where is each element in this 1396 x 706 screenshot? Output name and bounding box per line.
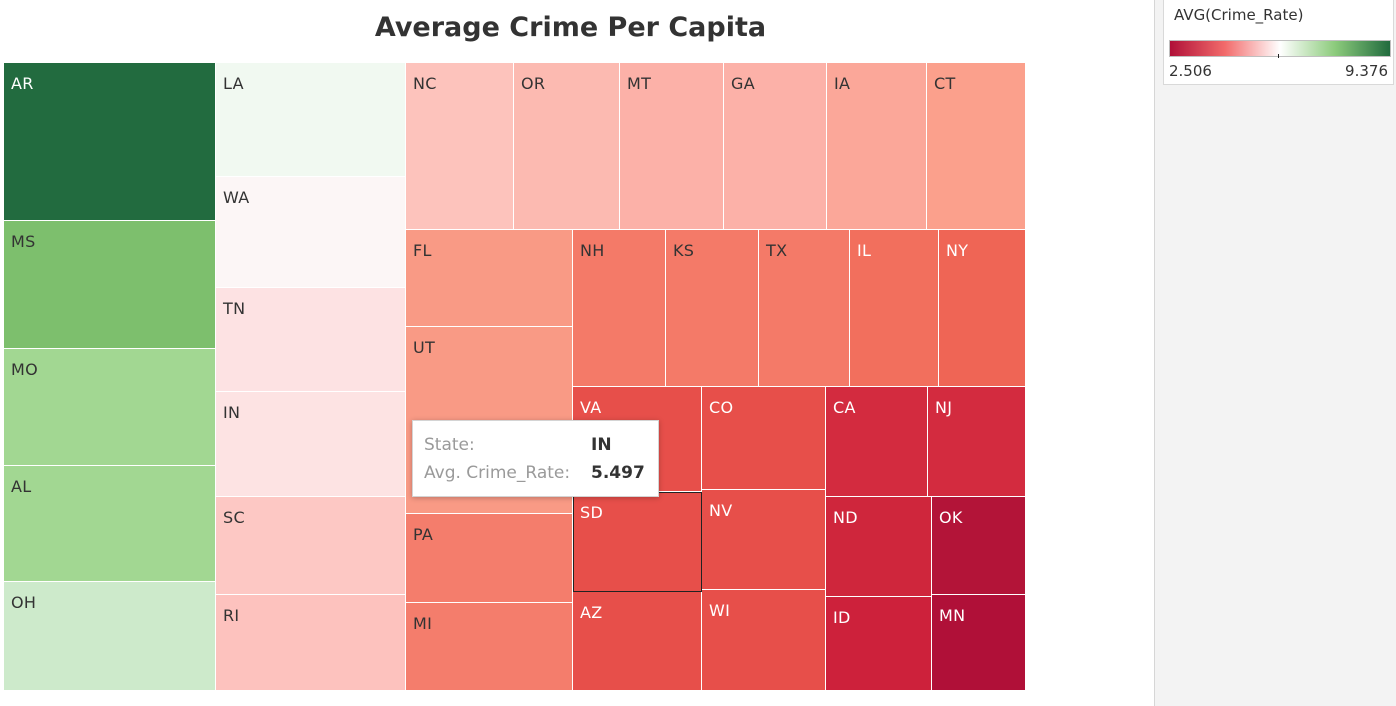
treemap-tile-wi[interactable]: WI (702, 590, 826, 691)
treemap-tile-label: CA (833, 398, 856, 417)
treemap-tile-label: RI (223, 606, 240, 625)
treemap-tile-pa[interactable]: PA (406, 514, 573, 603)
treemap-tile-ri[interactable]: RI (216, 595, 406, 691)
treemap-tile-label: NY (946, 241, 969, 260)
chart-title: Average Crime Per Capita (374, 12, 767, 43)
treemap-tile-label: NC (413, 74, 437, 93)
treemap-tile-label: ND (833, 508, 858, 527)
treemap-tile-label: MI (413, 614, 433, 633)
color-legend[interactable]: AVG(Crime_Rate) 2.506 9.376 (1163, 0, 1394, 85)
treemap-tile-id[interactable]: ID (826, 597, 932, 691)
treemap-tile-ia[interactable]: IA (827, 63, 927, 230)
treemap-tile-tx[interactable]: TX (759, 230, 850, 387)
treemap-tile-label: ID (833, 608, 851, 627)
treemap-tile-mt[interactable]: MT (620, 63, 724, 230)
legend-max-label: 9.376 (1345, 62, 1388, 80)
treemap-tile-label: WA (223, 188, 250, 207)
tooltip-state-key: State: (424, 435, 475, 455)
treemap-tile-label: AZ (580, 603, 603, 622)
treemap-tile-mi[interactable]: MI (406, 603, 573, 691)
treemap-tile-label: KS (673, 241, 695, 260)
side-panel (1154, 0, 1396, 706)
treemap-tile-label: NH (580, 241, 605, 260)
treemap-tile-la[interactable]: LA (216, 63, 406, 177)
treemap-tile-il[interactable]: IL (850, 230, 939, 387)
treemap-tile-co[interactable]: CO (702, 387, 826, 490)
treemap-tile-label: GA (731, 74, 755, 93)
treemap-tile-label: MN (939, 606, 966, 625)
treemap-tile-label: IL (857, 241, 872, 260)
treemap-tile-ct[interactable]: CT (927, 63, 1026, 230)
treemap-tile-label: SD (580, 503, 604, 522)
legend-midpoint-tick (1278, 54, 1279, 58)
tooltip-crime-rate-value: 5.497 (591, 463, 645, 483)
treemap-tile-nh[interactable]: NH (573, 230, 666, 387)
treemap-tile-label: LA (223, 74, 244, 93)
treemap-tile-az[interactable]: AZ (573, 592, 702, 691)
treemap-tile-sc[interactable]: SC (216, 497, 406, 595)
treemap-tile-label: AL (11, 477, 32, 496)
treemap-tile-label: VA (580, 398, 602, 417)
treemap-tile-ca[interactable]: CA (826, 387, 928, 497)
treemap-tile-label: UT (413, 338, 436, 357)
treemap-tile-label: MS (11, 232, 36, 251)
treemap-tile-sd[interactable]: SD (573, 492, 702, 592)
treemap-tile-ok[interactable]: OK (932, 497, 1026, 595)
treemap-tile-label: OH (11, 593, 37, 612)
treemap-tile-nd[interactable]: ND (826, 497, 932, 597)
tooltip: State: IN Avg. Crime_Rate: 5.497 (412, 420, 659, 497)
treemap-tile-mn[interactable]: MN (932, 595, 1026, 691)
treemap-tile-label: TX (766, 241, 788, 260)
treemap-tile-label: OK (939, 508, 963, 527)
treemap-tile-fl[interactable]: FL (406, 230, 573, 327)
treemap-tile-label: IA (834, 74, 851, 93)
treemap-tile-label: FL (413, 241, 432, 260)
treemap-tile-tn[interactable]: TN (216, 288, 406, 392)
treemap-tile-label: MT (627, 74, 652, 93)
legend-gradient-bar (1169, 40, 1391, 57)
treemap-tile-nc[interactable]: NC (406, 63, 514, 230)
treemap-tile-label: CO (709, 398, 734, 417)
treemap-tile-ga[interactable]: GA (724, 63, 827, 230)
treemap-tile-label: SC (223, 508, 245, 527)
treemap-tile-nv[interactable]: NV (702, 490, 826, 590)
treemap-tile-label: AR (11, 74, 34, 93)
treemap-tile-label: WI (709, 601, 731, 620)
treemap-tile-oh[interactable]: OH (4, 582, 216, 691)
treemap-tile-label: MO (11, 360, 38, 379)
treemap-tile-al[interactable]: AL (4, 466, 216, 582)
legend-title: AVG(Crime_Rate) (1174, 6, 1304, 24)
treemap-tile-ar[interactable]: AR (4, 63, 216, 221)
tooltip-crime-rate-key: Avg. Crime_Rate: (424, 463, 571, 483)
treemap-tile-or[interactable]: OR (514, 63, 620, 230)
tooltip-state-value: IN (591, 435, 612, 455)
treemap-tile-ny[interactable]: NY (939, 230, 1026, 387)
treemap-tile-label: IN (223, 403, 241, 422)
treemap-tile-label: NV (709, 501, 733, 520)
treemap-tile-mo[interactable]: MO (4, 349, 216, 466)
treemap-tile-ks[interactable]: KS (666, 230, 759, 387)
legend-min-label: 2.506 (1169, 62, 1212, 80)
treemap-tile-label: CT (934, 74, 956, 93)
treemap-tile-wa[interactable]: WA (216, 177, 406, 288)
treemap-tile-label: PA (413, 525, 434, 544)
treemap-tile-label: NJ (935, 398, 953, 417)
treemap-tile-nj[interactable]: NJ (928, 387, 1026, 497)
treemap-tile-in[interactable]: IN (216, 392, 406, 497)
treemap-tile-ms[interactable]: MS (4, 221, 216, 349)
treemap-tile-label: OR (521, 74, 546, 93)
treemap-tile-label: TN (223, 299, 246, 318)
